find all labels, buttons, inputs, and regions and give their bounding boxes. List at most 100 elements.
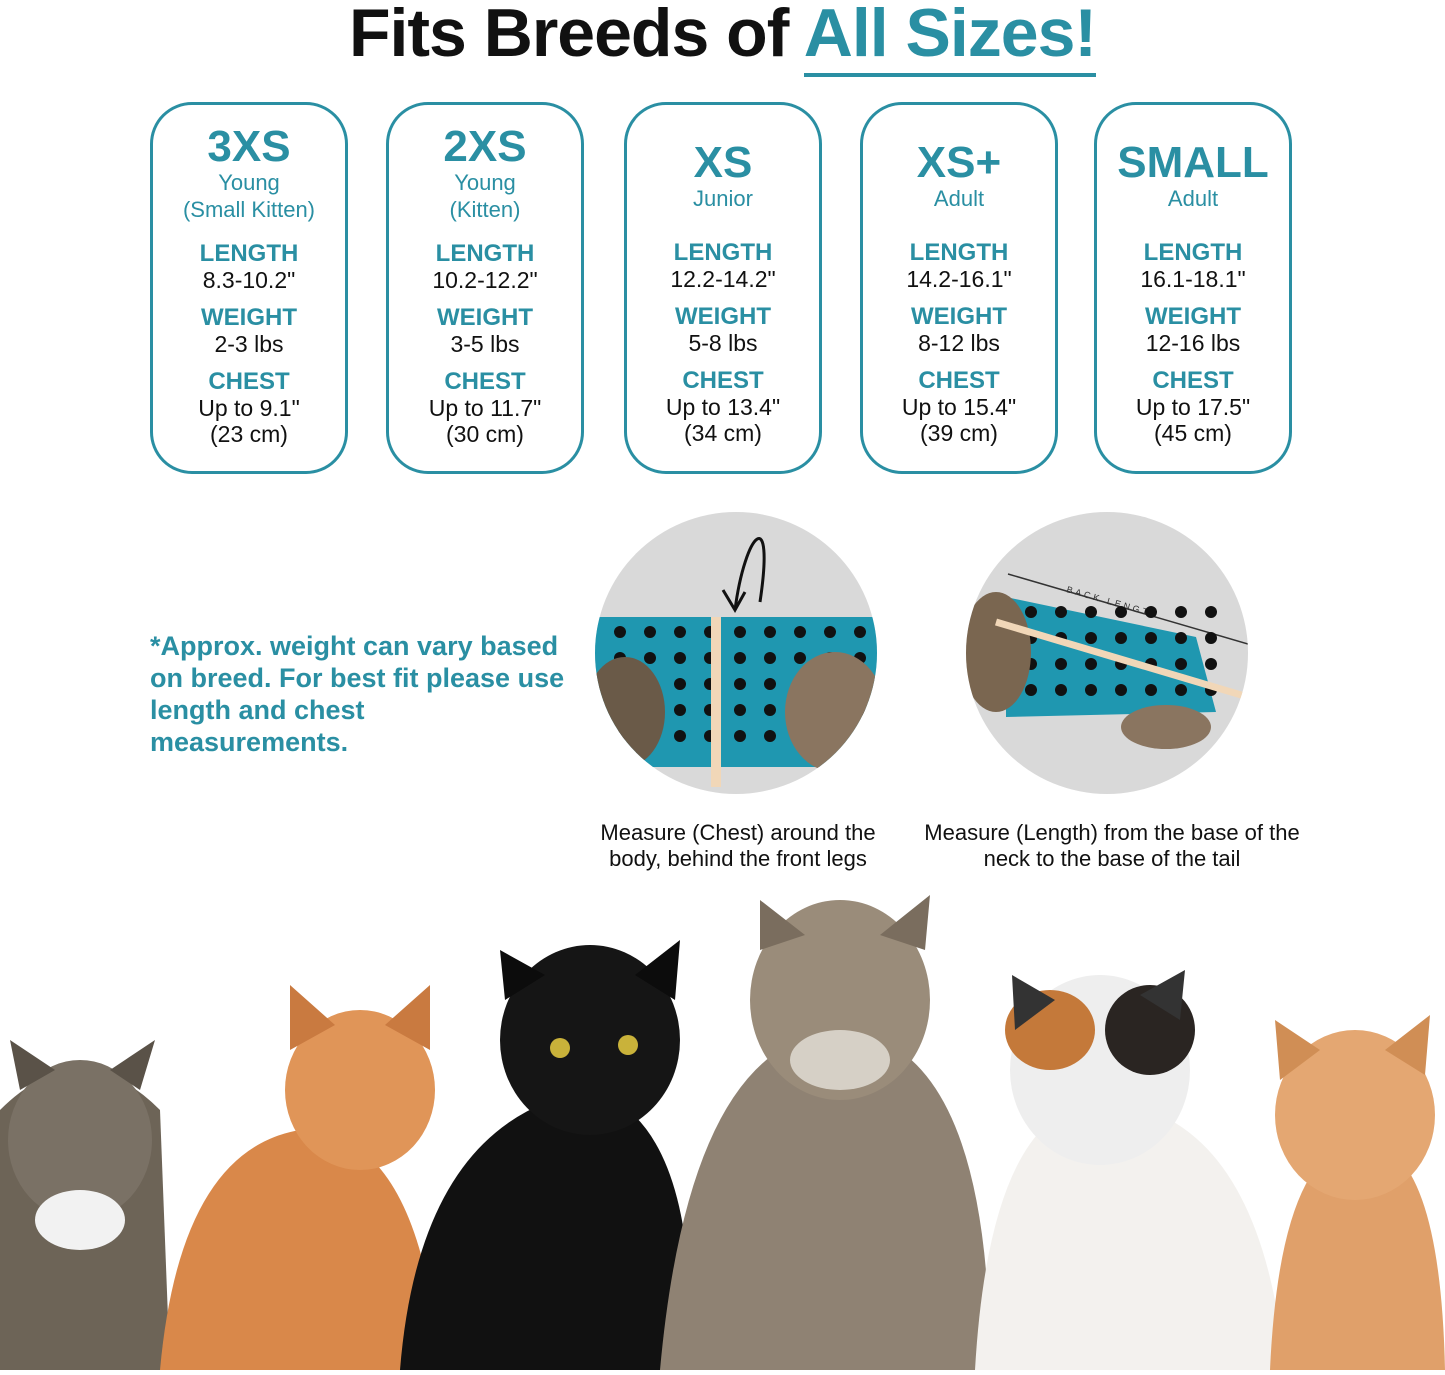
chest-value: Up to 15.4" — [901, 394, 1017, 420]
weight-value: 5-8 lbs — [688, 330, 758, 356]
paw-print — [674, 730, 686, 742]
cat-orange-1 — [160, 985, 440, 1370]
size-name: SMALL — [1117, 138, 1269, 187]
paw-print — [1025, 684, 1037, 696]
cat-maine-coon — [660, 895, 990, 1370]
cat-calico — [975, 970, 1285, 1370]
chest-label: CHEST — [444, 368, 526, 395]
weight-label: WEIGHT — [437, 304, 533, 331]
weight-value: 3-5 lbs — [450, 331, 520, 357]
paw-print — [764, 626, 776, 638]
paw-print — [1175, 632, 1187, 644]
paw-print — [734, 704, 746, 716]
age-group: Junior — [693, 186, 753, 211]
length-label: LENGTH — [199, 240, 299, 267]
weight-label: WEIGHT — [201, 304, 297, 331]
chest-label: CHEST — [208, 368, 290, 395]
paw-print — [614, 626, 626, 638]
paw-print — [764, 730, 776, 742]
paw-print — [764, 652, 776, 664]
paw-print — [794, 626, 806, 638]
paw-print — [1205, 658, 1217, 670]
paw-print — [1055, 684, 1067, 696]
chest-caption: Measure (Chest) around the body, behind … — [600, 820, 876, 871]
chest-label: CHEST — [1152, 367, 1234, 394]
size-name: 3XS — [207, 122, 291, 171]
paw-print — [1145, 606, 1157, 618]
size-card-2xs: 2XS Young (Kitten) LENGTH 10.2-12.2" WEI… — [386, 102, 584, 474]
chest-value: Up to 13.4" — [665, 394, 781, 420]
paw-print — [734, 730, 746, 742]
paw-print — [764, 678, 776, 690]
chest-value: Up to 11.7" — [428, 395, 542, 421]
paw-print — [794, 652, 806, 664]
paw-print — [1055, 606, 1067, 618]
paw-print — [824, 626, 836, 638]
chest-label: CHEST — [918, 367, 1000, 394]
age-group: Adult — [933, 186, 985, 211]
length-label: LENGTH — [435, 240, 535, 267]
age-group: Adult — [1167, 186, 1219, 211]
chest-cm-value: (34 cm) — [684, 420, 762, 446]
paw-print — [1085, 632, 1097, 644]
paw-print — [1085, 606, 1097, 618]
cat-orange-2 — [1270, 1015, 1445, 1370]
weight-label: WEIGHT — [675, 303, 771, 330]
length-label: LENGTH — [673, 239, 773, 266]
age-group: Young — [454, 170, 516, 195]
paw-print — [1055, 658, 1067, 670]
length-label: LENGTH — [1143, 239, 1243, 266]
length-value: 12.2-14.2" — [670, 266, 776, 292]
paw-print — [1205, 606, 1217, 618]
weight-label: WEIGHT — [911, 303, 1007, 330]
size-card-3xs: 3XS Young (Small Kitten) LENGTH 8.3-10.2… — [150, 102, 348, 474]
age-group: Young — [218, 170, 280, 195]
length-value: 10.2-12.2" — [432, 267, 538, 293]
paw-print — [1085, 684, 1097, 696]
cats-photo — [0, 895, 1445, 1370]
length-value: 8.3-10.2" — [202, 267, 296, 293]
paw-print — [1145, 684, 1157, 696]
size-card-xs-plus: XS+ Adult LENGTH 14.2-16.1" WEIGHT 8-12 … — [860, 102, 1058, 474]
length-label: LENGTH — [909, 239, 1009, 266]
chest-cm-value: (45 cm) — [1154, 420, 1232, 446]
age-detail: (Kitten) — [449, 197, 521, 222]
paw-print — [674, 678, 686, 690]
length-measure-photo: BACK LENGTH — [966, 512, 1248, 794]
paw-print — [1205, 632, 1217, 644]
weight-note: *Approx. weight can vary based on breed.… — [150, 631, 565, 757]
paw-print — [1115, 606, 1127, 618]
size-name: XS+ — [916, 138, 1002, 187]
weight-value: 12-16 lbs — [1145, 330, 1241, 356]
paw-print — [854, 626, 866, 638]
paw-print — [1175, 658, 1187, 670]
paw-print — [1085, 658, 1097, 670]
headline-highlight: All Sizes! — [803, 0, 1097, 77]
size-name: XS — [693, 138, 753, 187]
paw-print — [1175, 684, 1187, 696]
chest-value: Up to 9.1" — [198, 395, 300, 421]
length-value: 14.2-16.1" — [906, 266, 1012, 292]
weight-value: 8-12 lbs — [918, 330, 1000, 356]
length-caption: Measure (Length) from the base of the ne… — [924, 820, 1300, 871]
paw-print — [854, 730, 866, 742]
headline: Fits Breeds of All Sizes! — [0, 0, 1445, 77]
paw-print — [1025, 606, 1037, 618]
paw-print — [764, 704, 776, 716]
age-detail: (Small Kitten) — [182, 197, 316, 222]
paw-print — [674, 704, 686, 716]
chest-cm-value: (23 cm) — [210, 421, 288, 447]
cat-tabby-kitten — [0, 1040, 170, 1370]
weight-label: WEIGHT — [1145, 303, 1241, 330]
paw-print — [644, 626, 656, 638]
weight-value: 2-3 lbs — [214, 331, 284, 357]
chest-value: Up to 17.5" — [1135, 394, 1251, 420]
length-value: 16.1-18.1" — [1140, 266, 1246, 292]
size-name: 2XS — [443, 122, 527, 171]
paw-print — [734, 652, 746, 664]
paw-print — [1145, 632, 1157, 644]
paw-print — [1115, 684, 1127, 696]
paw-print — [644, 652, 656, 664]
chest-measure-photo — [595, 512, 877, 794]
chest-cm-value: (39 cm) — [920, 420, 998, 446]
